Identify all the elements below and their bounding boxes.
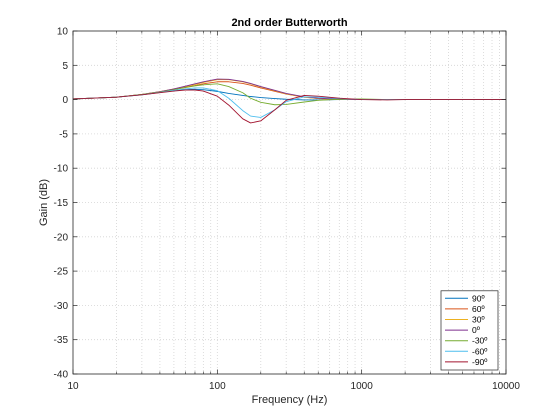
y-tick-label: -20 [54, 232, 69, 243]
y-tick-label: -5 [59, 129, 68, 140]
x-tick-label: 1000 [351, 381, 374, 392]
ticks: 10 100 1000 10000 -40 -35 -30 -25 -20 -15 -10 -5 0 5 1… [54, 27, 521, 393]
series-line [72, 89, 506, 124]
series-group [72, 78, 506, 124]
legend-label: 60º [472, 304, 485, 314]
y-tick-label: 10 [57, 27, 69, 38]
y-axis-label: Gain (dB) [38, 179, 50, 226]
y-tick-label: 5 [62, 61, 68, 72]
x-axis-label: Frequency (Hz) [252, 394, 328, 406]
x-tick-label: 10000 [492, 381, 520, 392]
y-tick-label: -35 [54, 335, 69, 346]
y-tick-label: -30 [54, 301, 69, 312]
y-tick-label: -40 [54, 370, 69, 381]
x-tick-label: 10 [67, 381, 79, 392]
y-tick-label: -10 [54, 164, 69, 175]
legend-label: 90º [472, 293, 485, 303]
legend-label: -60º [472, 346, 487, 356]
chart-title: 2nd order Butterworth [231, 17, 347, 29]
legend-label: -90º [472, 357, 487, 367]
legend-label: -30º [472, 336, 487, 346]
y-tick-label: -15 [54, 198, 69, 209]
y-tick-label: 0 [62, 95, 68, 106]
y-tick-label: -25 [54, 267, 69, 278]
x-tick-label: 100 [209, 381, 226, 392]
legend-label: 0º [472, 325, 480, 335]
legend-label: 30º [472, 315, 485, 325]
